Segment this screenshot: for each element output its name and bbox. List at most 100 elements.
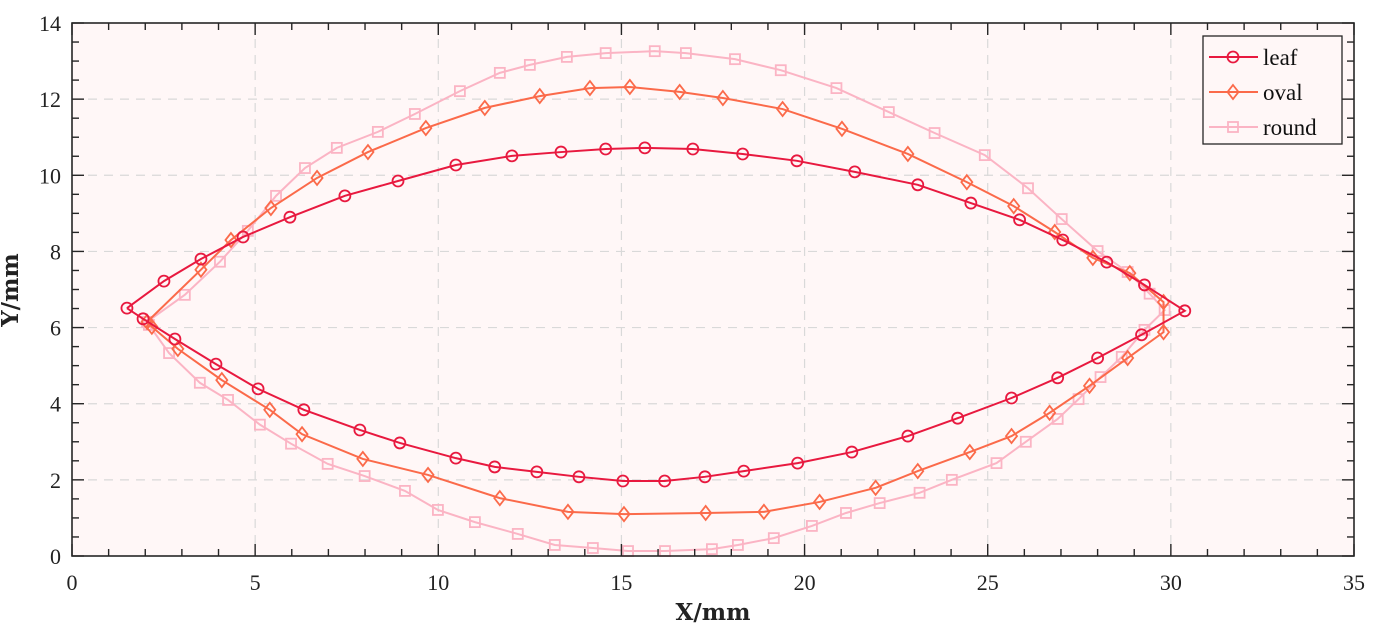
circle-marker xyxy=(1013,213,1026,227)
square-marker xyxy=(774,64,787,77)
diamond-marker xyxy=(901,145,915,163)
circle-marker xyxy=(554,145,568,159)
circle-marker xyxy=(616,474,630,488)
diamond-marker xyxy=(1226,83,1240,101)
leaf-line xyxy=(126,146,1187,482)
y-tick-label: 0 xyxy=(50,544,61,569)
square-marker xyxy=(1158,304,1171,316)
diamond-marker xyxy=(583,79,597,97)
x-tick-label: 10 xyxy=(427,570,449,595)
circle-marker xyxy=(686,142,700,156)
square-marker xyxy=(990,457,1003,470)
circle-marker xyxy=(1091,351,1104,365)
circle-marker xyxy=(736,147,750,161)
diamond-marker xyxy=(963,443,977,461)
diamond-marker xyxy=(673,83,687,101)
circle-marker xyxy=(353,423,367,437)
square-marker xyxy=(882,106,895,118)
circle-marker xyxy=(911,178,925,192)
square-marker xyxy=(548,539,561,551)
y-tick-label: 2 xyxy=(50,468,61,493)
circle-marker xyxy=(297,403,311,417)
y-tick-label: 10 xyxy=(39,163,61,188)
diamond-marker xyxy=(356,450,370,468)
legend: leaf oval round xyxy=(1202,35,1343,145)
circle-marker xyxy=(638,141,652,155)
diamond-marker xyxy=(911,462,925,480)
square-marker xyxy=(270,189,282,202)
circle-marker xyxy=(599,142,613,156)
y-tick-label: 8 xyxy=(50,239,61,264)
square-marker xyxy=(299,162,311,174)
square-marker xyxy=(321,457,334,470)
square-marker xyxy=(978,149,991,162)
circle-marker xyxy=(251,382,265,396)
square-marker xyxy=(840,507,852,519)
square-marker xyxy=(1055,213,1068,225)
square-marker xyxy=(1022,182,1034,195)
diamond-marker xyxy=(775,100,790,118)
square-marker xyxy=(732,539,744,551)
circle-marker xyxy=(283,210,297,224)
x-tick-label: 25 xyxy=(977,570,999,595)
square-marker xyxy=(408,108,421,120)
x-axis-label: X/mm xyxy=(676,599,751,626)
diamond-marker xyxy=(623,78,637,96)
diamond-marker xyxy=(868,479,883,497)
circle-marker xyxy=(136,312,150,326)
square-marker xyxy=(830,82,843,95)
diamond-marker xyxy=(1048,223,1062,241)
diamond-marker xyxy=(716,89,730,107)
x-tick-label: 5 xyxy=(250,570,261,595)
diamond-marker xyxy=(171,340,185,358)
diamond-marker xyxy=(1004,427,1019,445)
oval-line xyxy=(146,85,1165,516)
circle-marker xyxy=(530,465,544,479)
square-marker xyxy=(453,85,466,98)
square-marker xyxy=(1094,371,1107,383)
diamond-marker xyxy=(1007,197,1021,215)
circle-marker xyxy=(391,174,405,188)
diamond-marker xyxy=(264,199,278,217)
circle-marker xyxy=(505,149,519,163)
square-marker xyxy=(560,50,573,63)
circle-marker xyxy=(658,474,672,488)
x-tick-label: 15 xyxy=(610,570,632,595)
y-tick-label: 4 xyxy=(50,392,61,417)
diamond-marker xyxy=(478,99,492,117)
series-oval xyxy=(140,78,1171,523)
circle-marker xyxy=(1056,233,1070,247)
circle-marker xyxy=(168,332,182,346)
grid-lines xyxy=(72,23,1354,556)
diamond-marker xyxy=(421,466,435,484)
diamond-marker xyxy=(215,371,229,389)
square-marker xyxy=(1019,435,1032,448)
square-marker xyxy=(1227,121,1239,133)
square-marker xyxy=(913,486,926,499)
square-marker xyxy=(511,528,524,540)
diamond-marker xyxy=(699,504,713,522)
square-marker xyxy=(805,520,818,532)
series-round xyxy=(141,45,1171,557)
square-marker xyxy=(285,437,297,450)
circle-marker xyxy=(209,357,223,371)
circle-marker xyxy=(488,460,502,474)
circle-marker xyxy=(848,165,862,179)
legend-item-leaf: leaf xyxy=(1209,45,1298,70)
circle-marker xyxy=(1005,391,1018,405)
square-marker xyxy=(432,504,444,516)
circle-marker xyxy=(236,230,250,244)
square-marker xyxy=(706,543,718,556)
tick-labels: 0 5 10 15 20 25 30 35 0 2 4 6 8 10 12 14 xyxy=(39,11,1365,595)
square-marker xyxy=(873,497,886,509)
square-marker xyxy=(254,418,266,431)
diamond-marker xyxy=(1086,249,1100,267)
square-marker xyxy=(928,127,941,139)
circle-marker xyxy=(951,411,965,425)
y-tick-label: 14 xyxy=(39,11,61,36)
diamond-marker xyxy=(561,503,575,521)
circle-marker xyxy=(1226,50,1240,64)
y-axis-label: Y/mm xyxy=(0,253,24,328)
circle-marker xyxy=(1138,278,1151,292)
